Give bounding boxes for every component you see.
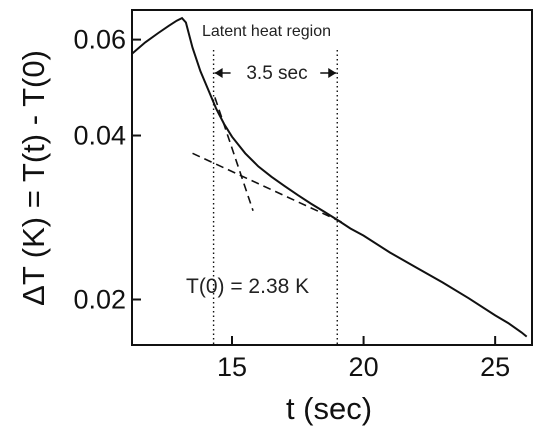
annotation-t0: T(0) = 2.38 K [186, 275, 309, 298]
y-tick-label: 0.04 [73, 121, 126, 151]
annotation-interval: 3.5 sec [246, 63, 307, 84]
fit-lines [192, 97, 343, 224]
y-axis-ticks: 0.02 0.04 0.06 [73, 25, 141, 314]
x-tick-label: 20 [349, 352, 379, 382]
arrow-head-left-icon [214, 68, 223, 78]
y-axis-label: ΔT (K) = T(t) - T(0) [16, 50, 51, 306]
fit-line [192, 152, 343, 224]
plot-frame [131, 9, 533, 346]
series-line [131, 16, 528, 338]
arrow-head-right-icon [328, 68, 337, 78]
y-tick-label: 0.06 [73, 25, 126, 55]
x-axis-label: t (sec) [286, 391, 372, 426]
x-tick-label: 25 [480, 352, 510, 382]
annotation-region: Latent heat region [202, 23, 331, 40]
guide-lines [212, 50, 338, 345]
x-tick-label: 15 [217, 352, 247, 382]
fit-line [214, 97, 254, 212]
x-axis-ticks: 15 20 25 [217, 336, 510, 382]
y-tick-label: 0.02 [73, 284, 126, 314]
